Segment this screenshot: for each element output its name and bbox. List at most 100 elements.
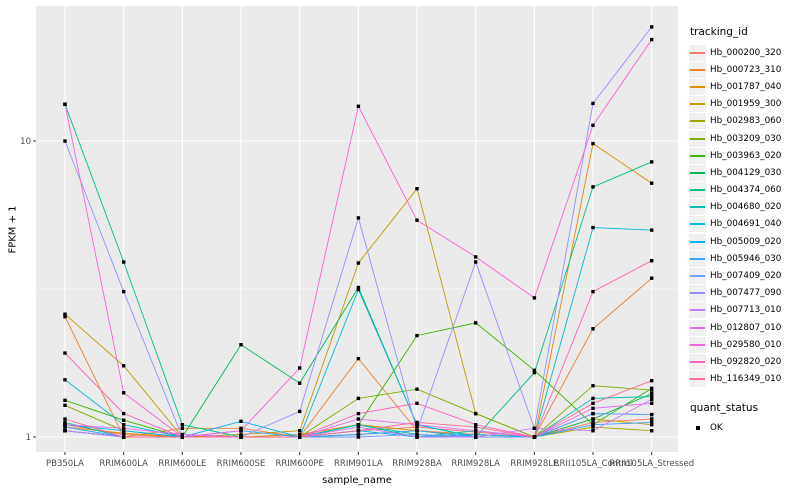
x-tick-label: RRIM928LA — [451, 459, 500, 469]
data-point — [298, 381, 302, 385]
data-point — [298, 366, 302, 370]
x-tick-label: PB350LA — [46, 459, 84, 469]
legend-item-Hb_001787_040: Hb_001787_040 — [689, 78, 800, 95]
legend-item-Hb_001959_300: Hb_001959_300 — [689, 96, 800, 113]
legend-item-Hb_007409_020: Hb_007409_020 — [689, 267, 800, 285]
data-point — [415, 429, 419, 433]
x-tick-label: RRIM600LA — [99, 459, 148, 469]
legend-item-label: Hb_004129_030 — [710, 167, 782, 178]
x-tick-label: RRIM928BA — [392, 459, 442, 469]
legend-key-line-icon — [689, 353, 706, 370]
data-point — [356, 435, 361, 439]
data-point — [474, 411, 478, 416]
data-point — [239, 343, 243, 347]
data-point — [474, 429, 478, 433]
data-point — [63, 425, 67, 429]
legend-item-label: Hb_000200_320 — [710, 47, 782, 58]
legend-item-label: Hb_005009_020 — [710, 236, 782, 247]
data-point — [122, 411, 126, 416]
legend-item-Hb_004680_020: Hb_004680_020 — [689, 199, 800, 216]
data-point — [122, 260, 126, 264]
data-point — [239, 435, 243, 439]
data-point — [356, 285, 361, 290]
x-tick-label: RRIM928LE — [510, 459, 558, 469]
legend-item-Hb_003209_030: Hb_003209_030 — [689, 130, 800, 147]
legend-key-line-icon — [689, 216, 706, 233]
data-point — [180, 423, 184, 427]
legend-key-line-icon — [689, 44, 706, 61]
data-point — [415, 387, 419, 391]
data-point — [532, 296, 537, 300]
data-point — [180, 426, 184, 430]
data-point — [239, 426, 243, 430]
data-point — [415, 401, 419, 405]
legend-item-Hb_007713_010: Hb_007713_010 — [689, 302, 800, 319]
legend-key-square-icon — [689, 420, 706, 437]
data-point — [122, 423, 126, 427]
legend-item-label: Hb_007713_010 — [710, 305, 782, 316]
y-tick-label: 10 — [20, 137, 31, 147]
data-point — [298, 409, 302, 414]
data-point — [591, 101, 595, 106]
data-point — [650, 228, 654, 232]
legend-item-Hb_029580_010: Hb_029580_010 — [689, 336, 800, 353]
legend-item-label: Hb_001959_300 — [710, 99, 782, 110]
data-point — [591, 225, 595, 230]
data-point — [591, 384, 595, 388]
legend-item-label: Hb_092820_020 — [710, 356, 782, 367]
x-tick-label: RRIM901LA — [334, 459, 383, 469]
legend-item-label: Hb_007409_020 — [710, 271, 782, 282]
data-point — [591, 185, 595, 189]
data-point — [650, 417, 654, 421]
legend-item-Hb_005946_030: Hb_005946_030 — [689, 250, 800, 267]
data-point — [591, 429, 595, 433]
data-point — [532, 368, 537, 372]
data-point — [122, 431, 126, 435]
data-point — [63, 315, 67, 319]
x-tick-label: RRIM600SE — [217, 459, 266, 469]
data-point — [356, 423, 361, 427]
data-point — [239, 429, 243, 433]
legend-title-tracking-id: tracking_id — [690, 26, 748, 38]
data-point — [180, 432, 184, 437]
data-point — [591, 420, 595, 425]
panel-background — [36, 6, 678, 452]
legend-item-label: Hb_004691_040 — [710, 219, 782, 230]
data-point — [650, 37, 654, 42]
data-point — [122, 364, 126, 368]
data-point — [650, 276, 654, 280]
data-point — [415, 333, 419, 338]
data-point — [532, 370, 537, 375]
legend-item-Hb_000200_320: Hb_000200_320 — [689, 44, 800, 61]
legend-key-line-icon — [689, 268, 706, 285]
data-point — [650, 423, 654, 427]
data-point — [122, 289, 126, 294]
data-point — [591, 406, 595, 410]
data-point — [415, 420, 419, 425]
legend-key-line-icon — [689, 78, 706, 95]
data-point — [298, 432, 302, 437]
data-point — [474, 425, 478, 429]
data-point — [474, 321, 478, 325]
data-point — [650, 25, 654, 29]
legend-item-Hb_116349_010: Hb_116349_010 — [689, 371, 800, 388]
data-point — [474, 255, 478, 259]
data-point — [63, 417, 67, 421]
x-tick-label: RRII105LA_Stressed — [609, 459, 694, 469]
data-point — [63, 429, 67, 433]
legend-item-label: OK — [710, 423, 723, 434]
legend-item-Hb_004691_040: Hb_004691_040 — [689, 216, 800, 233]
data-point — [63, 351, 67, 355]
legend-key-line-icon — [689, 182, 706, 199]
data-point — [650, 379, 654, 383]
legend-key-line-icon — [689, 96, 706, 113]
y-axis-title: FPKM + 1 — [7, 205, 19, 254]
legend-item-label: Hb_004680_020 — [710, 202, 782, 213]
data-point — [591, 289, 595, 294]
data-point — [356, 104, 361, 108]
data-point — [474, 432, 478, 437]
data-point — [356, 261, 361, 265]
data-point — [63, 398, 67, 402]
x-tick-label: RRII105LA_Control — [554, 459, 633, 469]
